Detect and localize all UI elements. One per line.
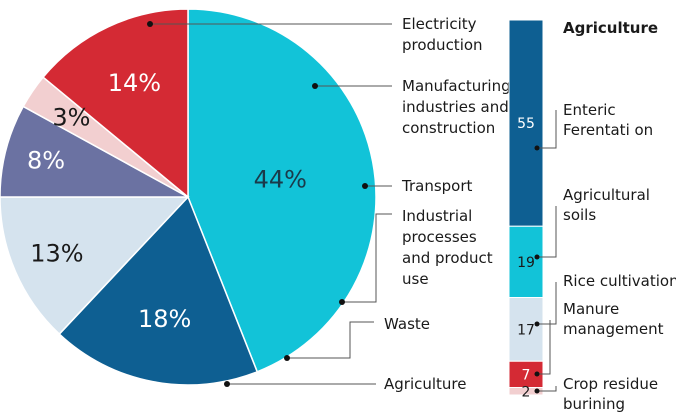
bar-value-label-manure-management: 7 bbox=[522, 367, 531, 383]
bar-leader-dot-crop-residue-burining bbox=[534, 388, 540, 394]
pie-percent-label-industrial-processes-and-product-use: 8% bbox=[27, 147, 65, 175]
leader-dot-industrial-processes-and-product-use bbox=[339, 299, 345, 305]
pie-category-label-manufacturing-industries-and-construction: Manufacturing industries and construction bbox=[402, 77, 511, 137]
agriculture-bar-labels: 55 Enteric Ferentati on 19 Agricultural soils… bbox=[517, 101, 676, 413]
leader-dot-transport bbox=[362, 183, 368, 189]
bar-leader-dot-enteric-ferentati-on bbox=[534, 145, 540, 151]
bar-leader-dot-manure-management bbox=[534, 371, 540, 377]
pie-slice-electricity-production bbox=[187, 8, 377, 373]
bar-leader-line-agricultural-soils bbox=[537, 206, 557, 258]
pie-category-label-waste: Waste bbox=[384, 315, 430, 333]
pie-chart-labels: 44% Electricity production 18% Manufacturing… bbox=[27, 15, 511, 393]
bar-category-label-manure-management: Manure management bbox=[563, 300, 664, 338]
pie-slice-agriculture bbox=[42, 8, 189, 199]
pie-percent-label-electricity-production: 44% bbox=[254, 165, 307, 193]
bar-segment-agricultural-soils bbox=[508, 225, 544, 298]
pie-percent-label-manufacturing-industries-and-construction: 18% bbox=[138, 305, 191, 333]
bar-leader-dot-agricultural-soils bbox=[534, 254, 540, 260]
pie-category-label-electricity-production: Electricity production bbox=[402, 15, 483, 54]
bar-category-label-agricultural-soils: Agricultural soils bbox=[563, 186, 650, 224]
pie-chart bbox=[0, 8, 377, 386]
bar-leader-line-rice-cultivation bbox=[537, 282, 557, 325]
pie-category-label-transport: Transport bbox=[401, 177, 473, 195]
leader-dot-agriculture bbox=[224, 381, 230, 387]
bar-segment-rice-cultivation bbox=[508, 297, 544, 362]
pie-slice-transport bbox=[0, 196, 190, 336]
pie-slice-industrial-processes-and-product-use bbox=[0, 105, 189, 198]
bar-leader-line-enteric-ferentati-on bbox=[537, 110, 557, 149]
leader-dot-electricity-production bbox=[147, 21, 153, 27]
bar-leader-line-crop-residue-burining bbox=[537, 386, 557, 392]
leader-line-industrial-processes-and-product-use bbox=[342, 213, 392, 303]
bar-segment-enteric-ferentati-on bbox=[508, 19, 544, 227]
bar-value-label-rice-cultivation: 17 bbox=[517, 322, 535, 338]
leader-dot-waste bbox=[284, 355, 290, 361]
pie-percent-label-agriculture: 14% bbox=[108, 69, 161, 97]
bar-category-label-rice-cultivation: Rice cultivation bbox=[563, 272, 676, 290]
bar-value-label-crop-residue-burining: 2 bbox=[522, 384, 531, 400]
agriculture-stacked-bar bbox=[508, 19, 544, 396]
bar-value-label-agricultural-soils: 19 bbox=[517, 255, 535, 271]
leader-line-waste bbox=[287, 321, 374, 359]
pie-category-label-agriculture: Agriculture bbox=[384, 375, 467, 393]
bar-category-label-crop-residue-burining: Crop residue burining bbox=[563, 375, 658, 413]
agriculture-bar-title: Agriculture bbox=[563, 19, 658, 37]
bar-category-label-enteric-ferentati-on: Enteric Ferentati on bbox=[563, 101, 653, 139]
bar-value-label-enteric-ferentati-on: 55 bbox=[517, 116, 535, 132]
bar-leader-dot-rice-cultivation bbox=[534, 321, 540, 327]
leader-dot-manufacturing-industries-and-construction bbox=[312, 83, 318, 89]
pie-slice-manufacturing-industries-and-construction bbox=[58, 195, 259, 386]
bar-leader-line-manure-management bbox=[537, 320, 551, 375]
pie-percent-label-waste: 3% bbox=[52, 104, 90, 132]
pie-percent-label-transport: 13% bbox=[30, 240, 83, 268]
pie-category-label-industrial-processes-and-product-use: Industrial processes and product use bbox=[402, 207, 493, 288]
